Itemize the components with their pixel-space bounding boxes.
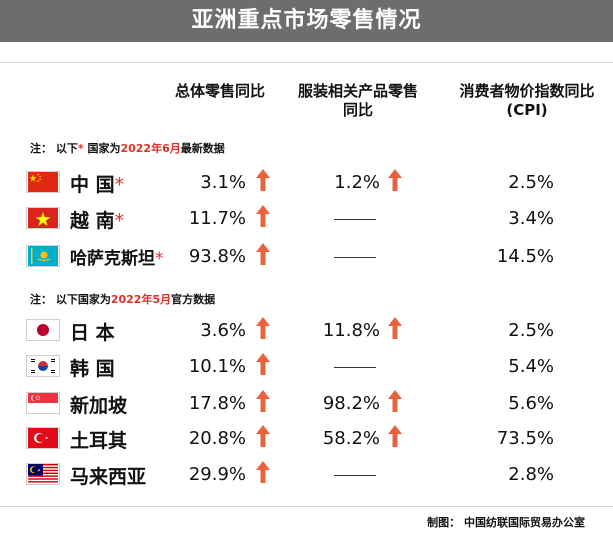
country-asterisk: * (114, 174, 125, 196)
column-header-total-retail: 总体零售同比 (160, 82, 280, 101)
up-arrow-icon (256, 169, 270, 191)
country-name-text: 韩 国 (70, 358, 115, 380)
no-data-dash-text: —— (334, 247, 376, 267)
table-row: 日 本 3.6% 11.8% 2.5% (0, 314, 613, 346)
turkey-flag-icon (26, 427, 60, 449)
column-header-apparel-line1: 服装相关产品零售 (297, 82, 418, 100)
top-divider (0, 62, 613, 63)
note-june-asterisk: * (77, 142, 84, 155)
note-june-data: 注： 以下* 国家为2022年6月最新数据 (30, 140, 225, 156)
total-retail-value: 20.8% (188, 428, 246, 449)
note-may-date: 2022年5月 (110, 293, 172, 306)
no-data-dash-text: —— (334, 465, 376, 485)
total-retail-value: 17.8% (188, 393, 246, 414)
country-name-text: 日 本 (70, 322, 115, 344)
no-data-dash: —— (334, 219, 376, 220)
total-retail-value: 93.8% (188, 246, 246, 267)
malaysia-flag-icon (26, 463, 60, 485)
total-retail-value: 3.1% (200, 172, 246, 193)
column-header-apparel-line2: 同比 (342, 101, 373, 119)
column-header-total-retail-label: 总体零售同比 (174, 82, 265, 100)
country-name: 越 南* (70, 206, 180, 233)
up-arrow-icon (256, 353, 270, 375)
no-data-dash: —— (334, 475, 376, 476)
country-name: 中 国* (70, 170, 180, 197)
country-asterisk: * (155, 249, 164, 269)
up-arrow-icon (256, 205, 270, 227)
kazakhstan-flag-icon (26, 245, 60, 267)
table-row: 中 国* 3.1% 1.2% 2.5% (0, 166, 613, 198)
footer-credit: 制图： 中国纺联国际贸易办公室 (427, 516, 585, 529)
up-arrow-icon (256, 461, 270, 483)
up-arrow-icon (388, 425, 402, 447)
no-data-dash: —— (334, 257, 376, 258)
total-retail-value: 11.7% (188, 208, 246, 229)
note-may-suffix: 官方数据 (171, 293, 216, 306)
total-retail-value: 3.6% (200, 320, 246, 341)
column-header-cpi: 消费者物价指数同比 (CPI) (447, 82, 607, 120)
country-name-text: 新加坡 (70, 395, 128, 417)
note-may-prefix: 注： 以下国家为 (30, 293, 111, 306)
up-arrow-icon (256, 390, 270, 412)
table-row: 马来西亚 29.9% —— 2.8% (0, 458, 613, 490)
up-arrow-icon (256, 317, 270, 339)
country-name-text: 土耳其 (70, 430, 128, 452)
country-name-text: 越 南 (70, 210, 115, 232)
table-row: 新加坡 17.8% 98.2% 5.6% (0, 387, 613, 419)
up-arrow-icon (388, 169, 402, 191)
table-row: 韩 国 10.1% —— 5.4% (0, 350, 613, 382)
apparel-retail-value: 58.2% (322, 428, 380, 449)
cpi-value: 73.5% (496, 428, 554, 449)
china-flag-icon (26, 171, 60, 193)
no-data-dash-text: —— (334, 357, 376, 377)
country-name: 韩 国 (70, 354, 180, 381)
cpi-value: 5.4% (508, 356, 554, 377)
no-data-dash-text: —— (334, 209, 376, 229)
up-arrow-icon (256, 425, 270, 447)
no-data-dash: —— (334, 367, 376, 368)
bottom-divider (0, 506, 613, 507)
note-june-suffix: 最新数据 (180, 142, 225, 155)
country-name: 新加坡 (70, 391, 180, 418)
column-header-apparel-retail: 服装相关产品零售 同比 (283, 82, 433, 120)
column-header-cpi-line1: 消费者物价指数同比 (459, 82, 595, 100)
cpi-value: 2.5% (508, 172, 554, 193)
apparel-retail-value: 11.8% (322, 320, 380, 341)
singapore-flag-icon (26, 392, 60, 414)
cpi-value: 14.5% (496, 246, 554, 267)
table-row: 土耳其 20.8% 58.2% 73.5% (0, 422, 613, 454)
country-name: 哈萨克斯坦* (70, 244, 180, 269)
up-arrow-icon (388, 390, 402, 412)
country-name-text: 中 国 (70, 174, 115, 196)
country-name-text: 马来西亚 (70, 466, 147, 488)
korea-flag-icon (26, 355, 60, 377)
cpi-value: 2.8% (508, 464, 554, 485)
cpi-value: 3.4% (508, 208, 554, 229)
country-name: 土耳其 (70, 426, 180, 453)
note-june-date: 2022年6月 (120, 142, 181, 155)
country-asterisk: * (114, 210, 125, 232)
country-name: 马来西亚 (70, 462, 180, 489)
country-name-text: 哈萨克斯坦 (70, 249, 155, 269)
table-row: 越 南* 11.7% —— 3.4% (0, 202, 613, 234)
page-title: 亚洲重点市场零售情况 (0, 0, 613, 42)
cpi-value: 5.6% (508, 393, 554, 414)
vietnam-flag-icon (26, 207, 60, 229)
up-arrow-icon (256, 243, 270, 265)
total-retail-value: 10.1% (188, 356, 246, 377)
table-row: 哈萨克斯坦* 93.8% —— 14.5% (0, 240, 613, 272)
note-may-data: 注： 以下国家为2022年5月官方数据 (30, 291, 215, 307)
country-name: 日 本 (70, 318, 180, 345)
column-header-cpi-line2: (CPI) (506, 101, 548, 119)
cpi-value: 2.5% (508, 320, 554, 341)
note-june-mid: 国家为 (83, 142, 121, 155)
apparel-retail-value: 1.2% (334, 172, 380, 193)
up-arrow-icon (388, 317, 402, 339)
note-june-prefix: 注： 以下 (30, 142, 78, 155)
apparel-retail-value: 98.2% (322, 393, 380, 414)
japan-flag-icon (26, 319, 60, 341)
total-retail-value: 29.9% (188, 464, 246, 485)
